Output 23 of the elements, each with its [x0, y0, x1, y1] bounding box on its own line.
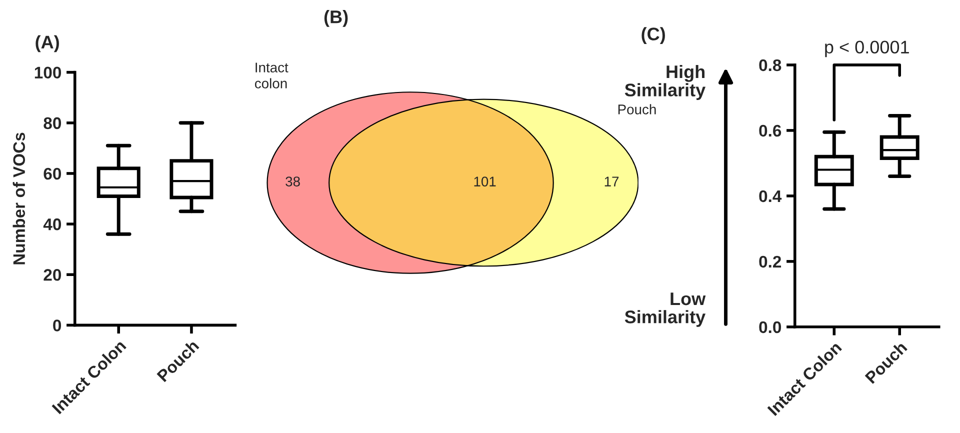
y-tick-label: 0.4: [759, 190, 782, 202]
text: Intact colon: [254, 62, 288, 88]
data-label: 101: [474, 176, 496, 186]
y-tick-label: 60: [44, 168, 62, 180]
y-tick-label: 0: [53, 320, 62, 332]
chart-title: (A): [36, 35, 59, 52]
y-tick-label: 20: [44, 269, 62, 281]
y-tick-label: 0.8: [759, 59, 782, 72]
y-tick-label: 80: [44, 117, 62, 130]
y-tick-label: 0.0: [759, 321, 782, 334]
y-tick-label: 0.2: [759, 256, 782, 268]
text: Low Similarity: [624, 292, 706, 327]
text: High Similarity: [624, 64, 706, 100]
text: Pouch: [618, 104, 656, 114]
y-tick-label: 40: [43, 218, 62, 230]
y-axis-title: Number of VOCs: [12, 132, 26, 264]
text: p < 0.0001: [825, 40, 909, 58]
data-label: 17: [604, 176, 619, 186]
data-label: 38: [286, 176, 300, 186]
y-tick-label: 100: [34, 66, 62, 79]
y-tick-label: 0.6: [759, 124, 782, 137]
chart-title: (C): [642, 27, 665, 44]
text: (B): [324, 10, 348, 27]
